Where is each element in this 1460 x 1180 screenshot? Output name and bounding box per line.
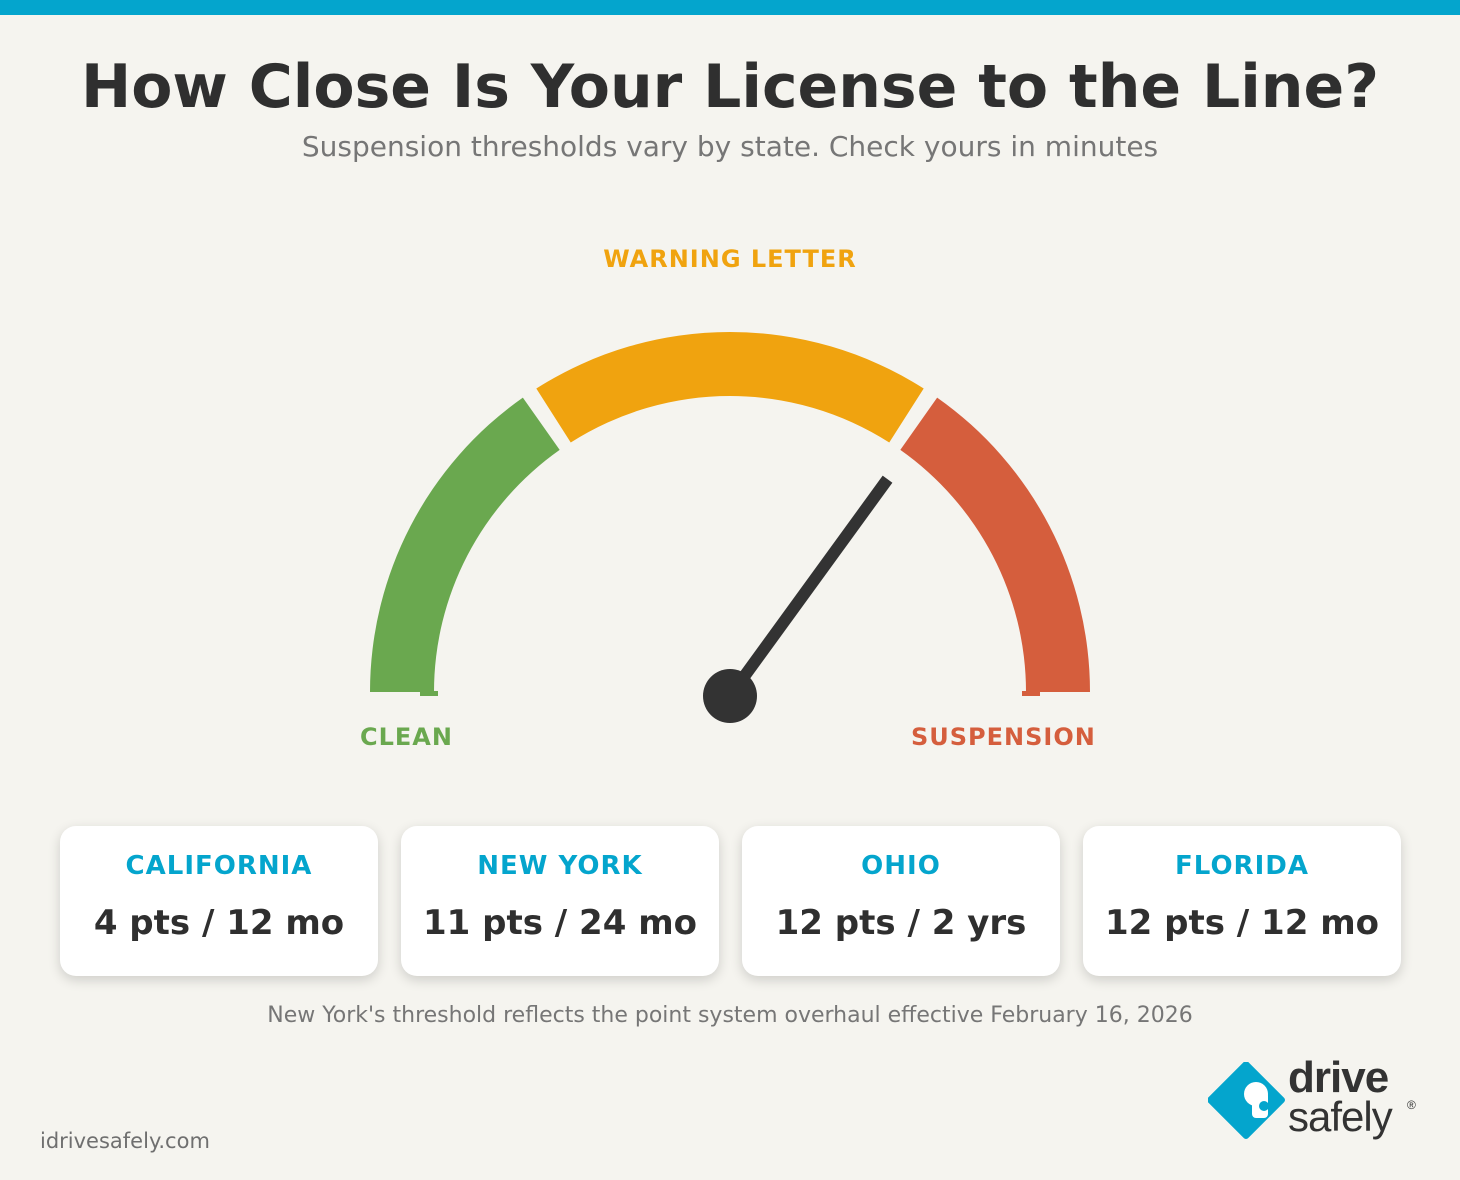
- state-threshold: 12 pts / 2 yrs: [775, 903, 1027, 943]
- page-subtitle: Suspension thresholds vary by state. Che…: [301, 130, 1159, 163]
- gauge-needle: [725, 475, 893, 700]
- state-card-ohio: OHIO 12 pts / 2 yrs: [742, 826, 1060, 976]
- page-title: How Close Is Your License to the Line?: [81, 52, 1379, 122]
- state-threshold: 12 pts / 12 mo: [1104, 903, 1379, 943]
- gauge-label-suspension: SUSPENSION: [911, 723, 1096, 751]
- gauge-label-clean: CLEAN: [360, 723, 453, 751]
- state-name: NEW YORK: [477, 851, 643, 881]
- gauge-end-tab: [1022, 691, 1040, 696]
- state-threshold: 4 pts / 12 mo: [93, 903, 345, 943]
- gauge-zone-suspension: [900, 397, 1090, 692]
- gauge-zones: [370, 332, 1090, 696]
- footnote: New York's threshold reflects the point …: [267, 1003, 1193, 1028]
- registered-mark: ®: [1407, 1098, 1416, 1112]
- state-card-california: CALIFORNIA 4 pts / 12 mo: [60, 826, 378, 976]
- gauge-label-warning: WARNING LETTER: [603, 245, 857, 273]
- logo-mark-icon: [1208, 1062, 1285, 1139]
- state-name: OHIO: [861, 851, 941, 881]
- state-card-new-york: NEW YORK 11 pts / 24 mo: [401, 826, 719, 976]
- state-card-florida: FLORIDA 12 pts / 12 mo: [1083, 826, 1401, 976]
- gauge: [370, 332, 1090, 723]
- logo-wordmark-safely: safely: [1288, 1093, 1393, 1140]
- top-accent-bar: [0, 0, 1460, 15]
- state-threshold: 11 pts / 24 mo: [422, 903, 697, 943]
- site-url[interactable]: idrivesafely.com: [40, 1129, 210, 1153]
- gauge-zone-clean: [370, 397, 560, 692]
- state-name: FLORIDA: [1175, 851, 1309, 881]
- logo-wordmark-drive: drive: [1288, 1053, 1389, 1102]
- gauge-zone-warning-letter: [536, 332, 924, 443]
- gauge-needle-hub: [703, 669, 757, 723]
- drive-safely-logo: drive safely ®: [1208, 1054, 1423, 1148]
- state-name: CALIFORNIA: [125, 851, 313, 881]
- gauge-end-tab: [420, 691, 438, 696]
- gauge-needle-group: [703, 475, 893, 723]
